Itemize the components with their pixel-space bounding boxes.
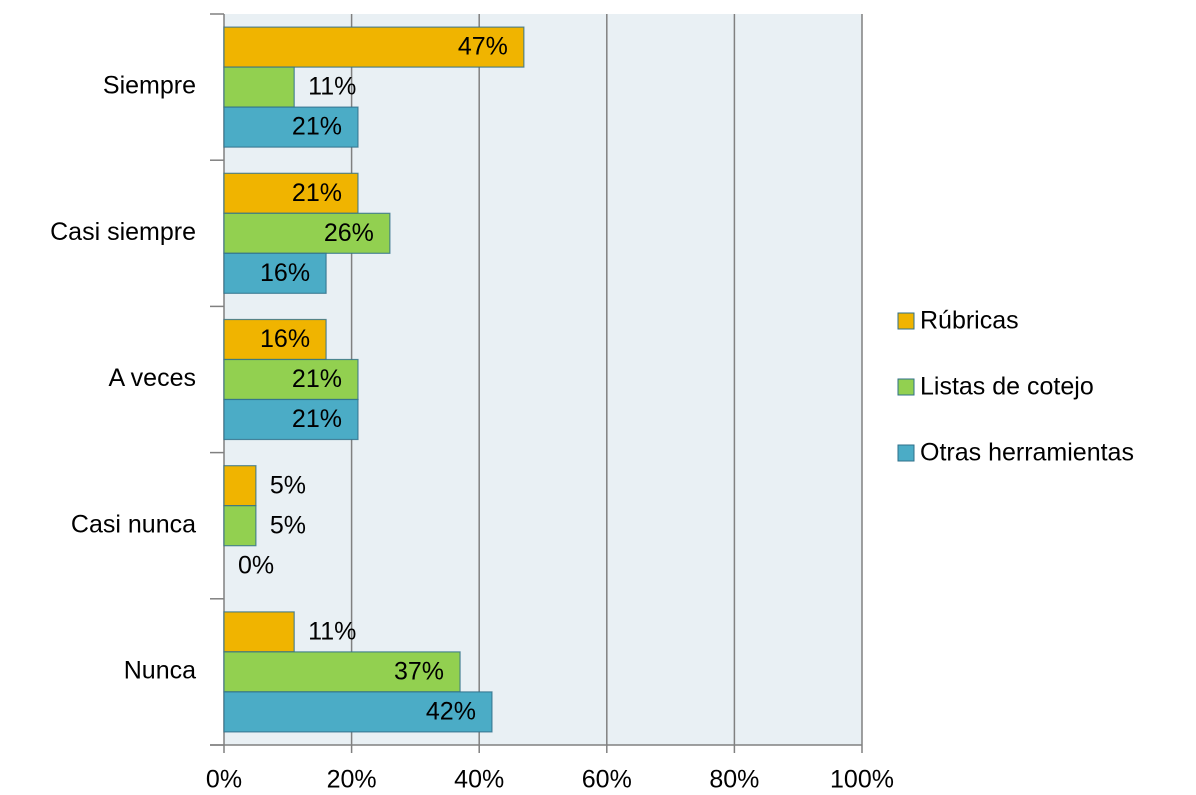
legend-label: Rúbricas — [920, 307, 1019, 335]
legend-swatch — [897, 444, 915, 462]
value-label: 21% — [292, 365, 342, 393]
value-label: 0% — [238, 551, 274, 579]
x-tick-label: 100% — [830, 766, 894, 794]
bar — [223, 318, 327, 361]
value-label: 42% — [426, 698, 476, 726]
bar — [223, 66, 295, 108]
y-tick-label: A veces — [108, 364, 196, 392]
x-tick-label: 0% — [206, 766, 242, 794]
y-tick-label: Siempre — [103, 72, 196, 100]
value-label: 11% — [308, 618, 356, 646]
value-label: 47% — [458, 33, 508, 61]
value-label: 16% — [260, 259, 310, 287]
value-label: 11% — [308, 73, 356, 101]
y-tick-label: Nunca — [124, 657, 196, 685]
x-tick-label: 80% — [709, 766, 759, 794]
bar — [223, 252, 327, 294]
bar — [223, 398, 359, 441]
value-label: 26% — [324, 219, 374, 247]
bar — [223, 465, 257, 507]
value-label: 5% — [270, 471, 306, 499]
value-label: 5% — [270, 511, 306, 539]
bar — [223, 505, 257, 547]
y-tick-label: Casi siempre — [50, 218, 196, 246]
value-label: 37% — [394, 658, 444, 686]
value-label: 16% — [260, 325, 310, 353]
legend-label: Listas de cotejo — [920, 373, 1094, 401]
bar — [223, 106, 359, 148]
bar — [223, 26, 525, 68]
bar — [223, 611, 295, 653]
legend-label: Otras herramientas — [920, 439, 1134, 467]
legend-swatch — [897, 312, 915, 330]
bar — [223, 172, 359, 214]
y-tick-label: Casi nunca — [71, 510, 196, 538]
bar — [223, 691, 493, 733]
x-tick-label: 40% — [454, 766, 504, 794]
bar — [223, 212, 391, 254]
x-tick-label: 60% — [582, 766, 632, 794]
value-label: 21% — [292, 405, 342, 433]
legend-swatch — [897, 378, 915, 396]
value-label: 21% — [292, 179, 342, 207]
bar — [223, 651, 461, 693]
x-tick-label: 20% — [327, 766, 377, 794]
value-label: 21% — [292, 113, 342, 141]
